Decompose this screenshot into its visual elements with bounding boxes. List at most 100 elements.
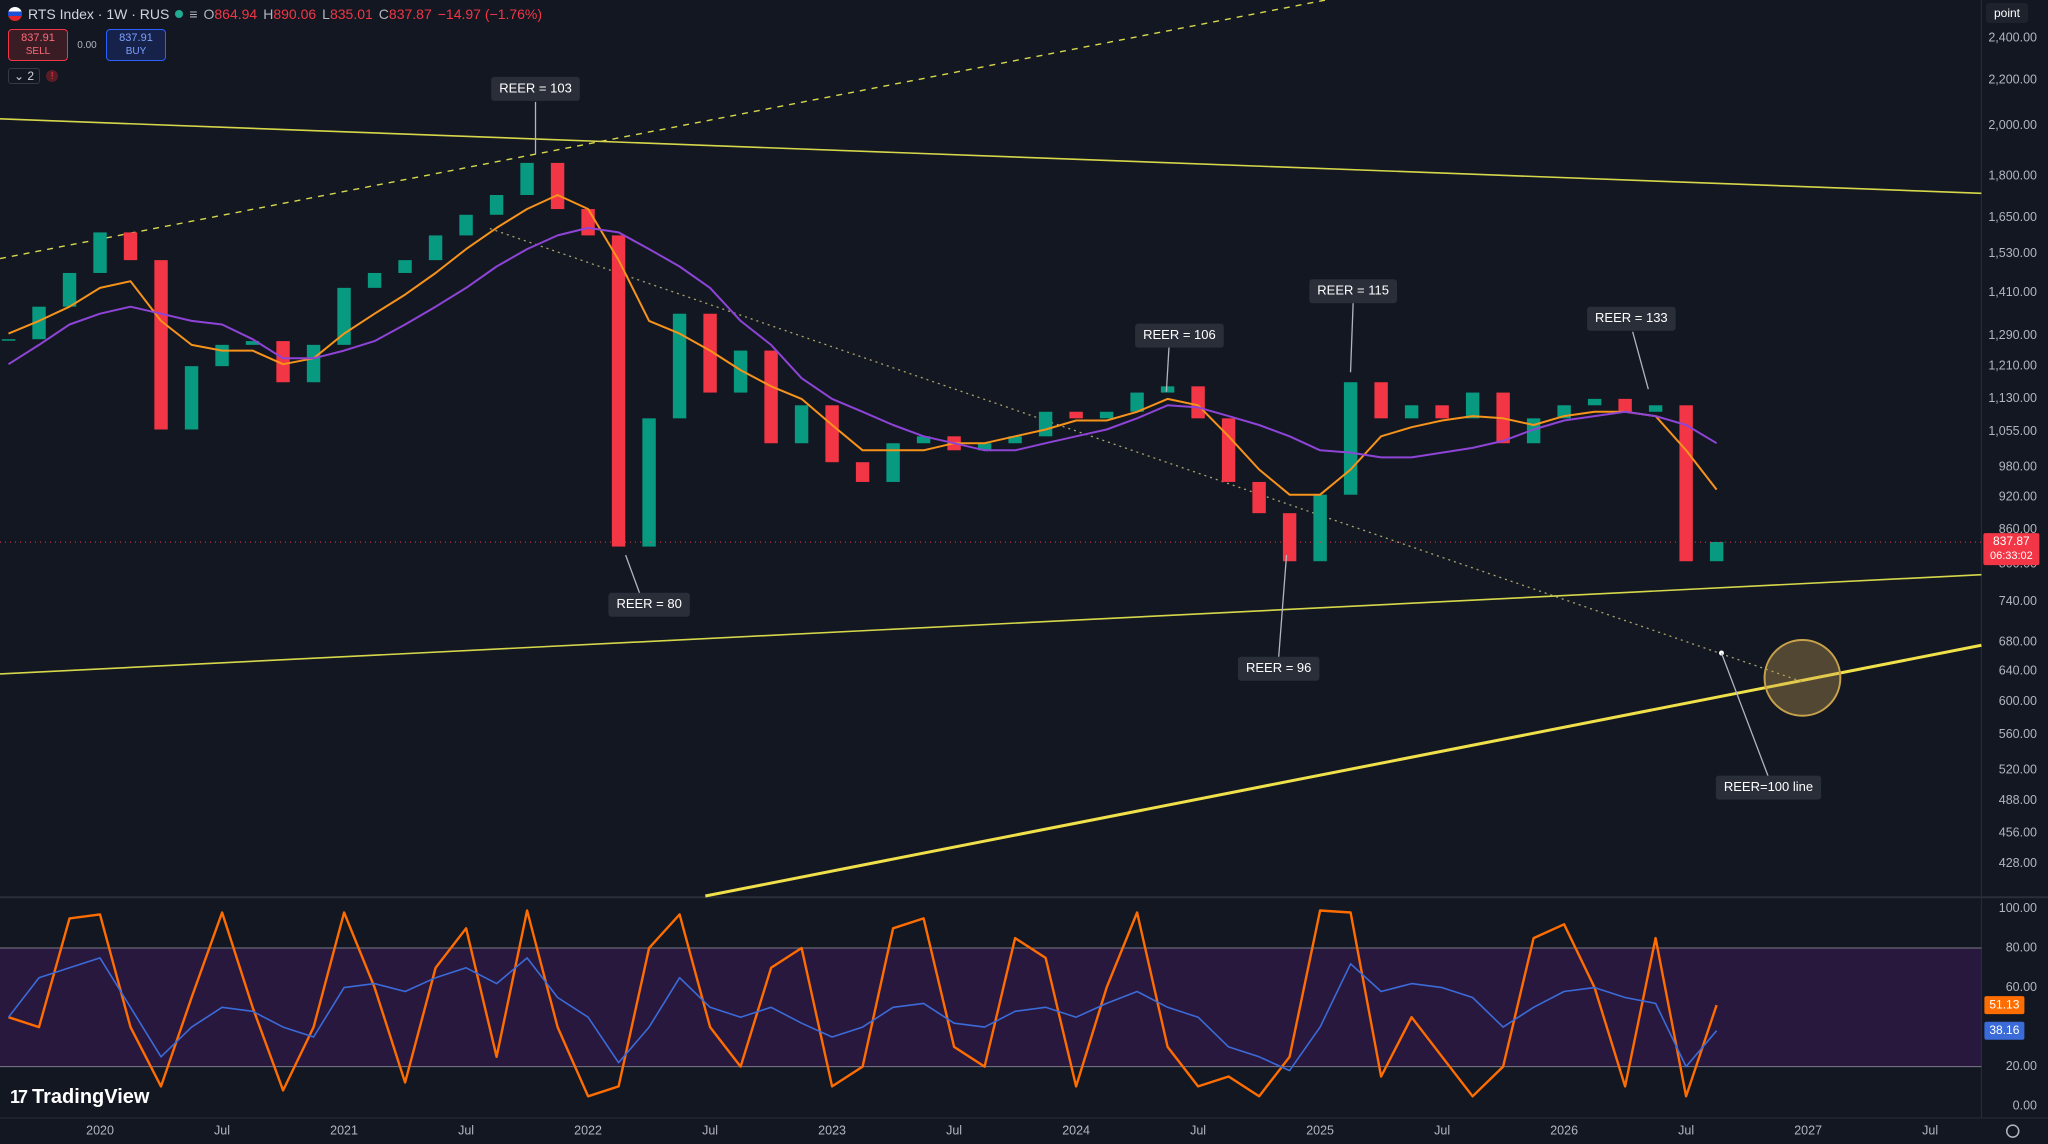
x-tick-label: Jul (1190, 1123, 1206, 1137)
y-tick-label: 456.00 (1999, 826, 2037, 840)
x-tick-label: 2022 (574, 1123, 602, 1137)
brand[interactable]: 17 TradingView (10, 1086, 149, 1109)
annotation-label: REER = 115 (1317, 283, 1389, 298)
candle-body (642, 418, 656, 547)
ohlc-value: 835.01 (329, 6, 373, 22)
x-tick-label: 2020 (86, 1123, 114, 1137)
candle-body (703, 313, 717, 393)
candle-body (611, 235, 626, 547)
price-badge (1983, 533, 2040, 566)
candle-body (1709, 541, 1724, 562)
y-tick-label: 0.00 (2013, 1098, 2037, 1112)
spread: 0.00 (77, 39, 97, 51)
brand-logo: 17 (10, 1087, 28, 1107)
candle-body (550, 162, 565, 210)
annotation-leader (1165, 347, 1170, 392)
y-tick-label: 2,400.00 (1988, 31, 2037, 45)
y-tick-label: 20.00 (2006, 1059, 2037, 1073)
candle-body (489, 195, 504, 215)
x-tick-label: 2027 (1794, 1123, 1822, 1137)
ohlc: L835.01 (322, 6, 373, 22)
x-tick-label: Jul (946, 1123, 962, 1137)
ohlc: C837.87 (379, 6, 432, 22)
x-tick-label: Jul (214, 1123, 230, 1137)
candle-body (1099, 411, 1114, 419)
annotation-label: REER=100 line (1724, 779, 1813, 794)
candle-body (1282, 513, 1297, 562)
candle-body (1038, 411, 1053, 437)
buy-button[interactable]: 837.91 BUY (106, 29, 166, 61)
ohlc-key: O (203, 6, 215, 22)
brand-name: TradingView (32, 1086, 150, 1108)
candle-body (428, 235, 443, 261)
candle-body (215, 344, 229, 367)
candle-body (855, 462, 870, 482)
x-tick-label: 2023 (818, 1123, 846, 1137)
candle-body (367, 272, 382, 288)
candle-body (1221, 418, 1236, 482)
buy-price: 837.91 (119, 32, 153, 44)
candle-body (1435, 405, 1449, 419)
candle-body (794, 405, 809, 444)
annotation-box (1587, 306, 1676, 331)
y-tick-label: 680.00 (1999, 634, 2037, 648)
menu-icon[interactable]: ≡ (189, 6, 198, 22)
y-tick-label: 920.00 (1999, 490, 2037, 504)
trend-line (0, 0, 1326, 260)
annotation-label: REER = 80 (616, 596, 681, 611)
annotation: REER = 80 (608, 592, 690, 617)
indicator-toggle[interactable]: ⌄ 2 (8, 68, 41, 84)
x-tick-label: Jul (1678, 1123, 1694, 1137)
candle-body (1679, 405, 1693, 562)
candle-body (1313, 494, 1327, 562)
trend-line (705, 643, 1982, 898)
annotation-box (491, 76, 580, 101)
scale-mode[interactable]: point (1986, 3, 2028, 23)
indicator-count: 2 (27, 69, 35, 83)
x-tick-label: 2026 (1550, 1123, 1578, 1137)
candle-body (733, 350, 748, 393)
highlight-circle (1763, 639, 1842, 717)
moving-average (8, 194, 1718, 496)
annotation: REER = 103 (491, 76, 580, 101)
annotation-box (1237, 656, 1320, 681)
candle-body (1618, 398, 1632, 412)
annotation-label: REER = 103 (499, 80, 572, 95)
annotation: REER = 115 (1309, 279, 1397, 304)
annotation-leader (1632, 331, 1649, 390)
ohlc: O864.94 (204, 6, 258, 22)
candle-body (916, 436, 931, 444)
change: −14.97 (−1.76%) (437, 6, 543, 22)
moving-average (7, 226, 1718, 459)
y-tick-label: 640.00 (1999, 663, 2037, 677)
price-axis-panel (1981, 0, 2048, 1144)
annotation: REER = 133 (1587, 306, 1676, 331)
symbol[interactable]: RTS Index · 1W · RUS (28, 6, 170, 22)
candle-body (1343, 382, 1358, 495)
candle-body (825, 405, 839, 463)
candle-body (581, 209, 595, 236)
candle-body (1160, 386, 1175, 393)
candle-body (62, 272, 77, 307)
candle-body (306, 344, 321, 383)
sell-label: SELL (25, 46, 51, 57)
settings-icon (2005, 1124, 2020, 1138)
candle-body (1252, 481, 1266, 514)
annotation-box (608, 592, 690, 617)
oscillator-line (7, 957, 1718, 1072)
y-tick-label: 2,000.00 (1988, 118, 2037, 132)
annotation-leader (625, 554, 641, 595)
candle-body (1069, 411, 1083, 419)
x-tick-label: 2025 (1306, 1123, 1334, 1137)
ohlc: H890.06 (263, 6, 316, 22)
y-tick-label: 520.00 (1999, 763, 2037, 777)
candle-body (123, 232, 138, 261)
candle-body (398, 260, 412, 273)
annotation-box (1135, 323, 1224, 348)
sell-button[interactable]: 837.91 SELL (8, 29, 68, 61)
error-icon[interactable]: ! (46, 70, 59, 82)
ohlc-key: L (322, 6, 330, 22)
flag-icon (8, 7, 22, 21)
y-tick-label: 60.00 (2006, 980, 2037, 994)
